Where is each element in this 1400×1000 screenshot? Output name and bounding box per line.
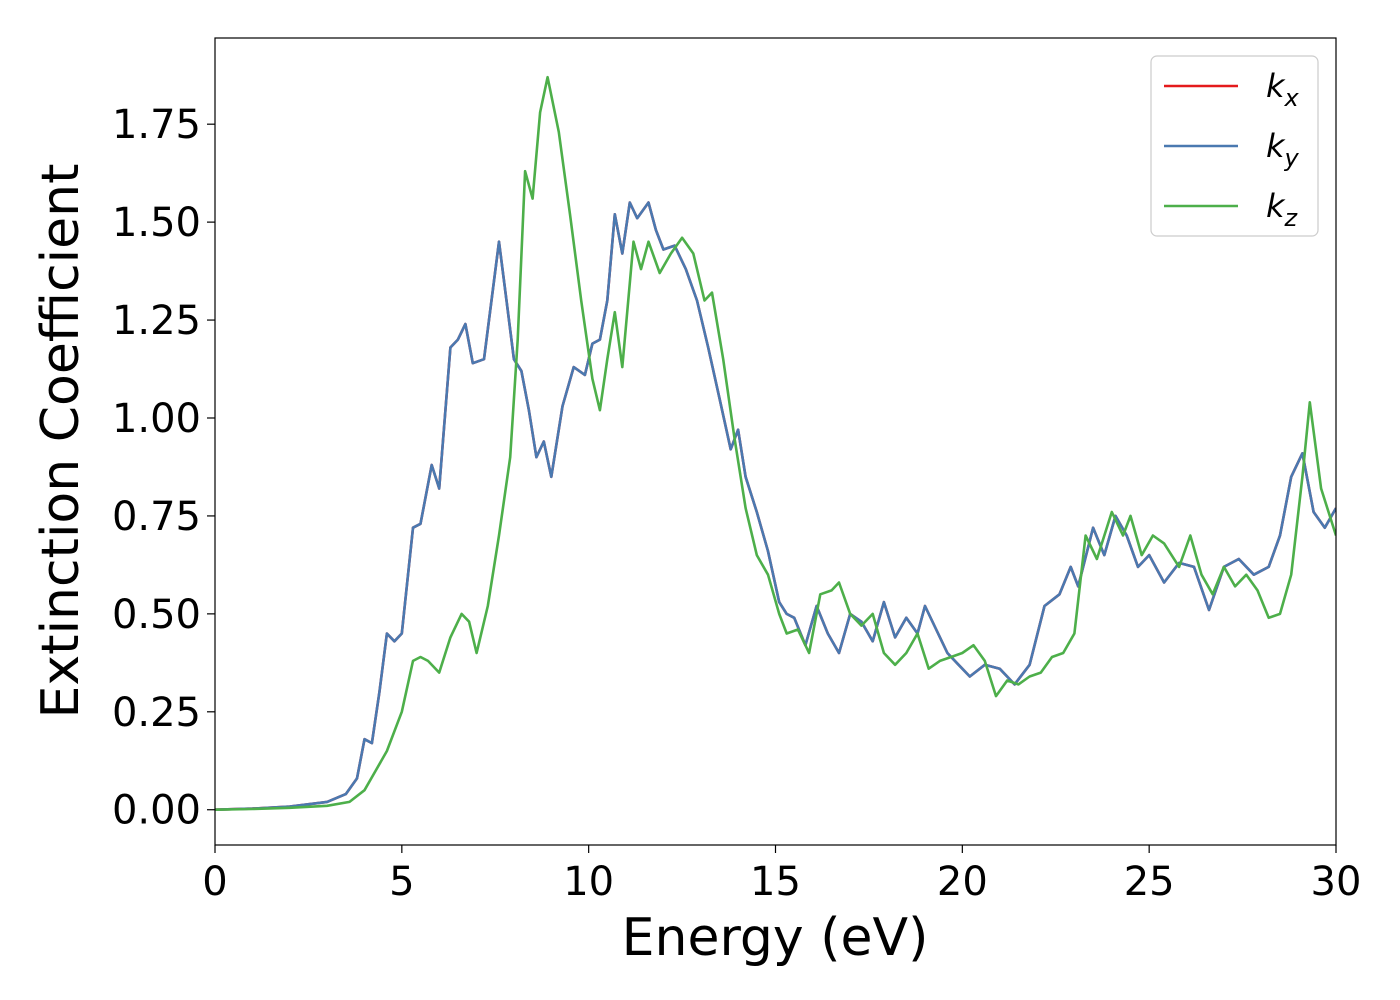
y-tick-label: 1.00	[112, 396, 201, 442]
x-axis-title: Energy (eV)	[622, 908, 929, 968]
legend-label-x: kx	[1266, 67, 1300, 112]
legend-label-z: kz	[1266, 187, 1299, 232]
y-tick-label: 1.50	[112, 200, 201, 246]
x-tick-label: 20	[937, 859, 988, 905]
legend-label-y: ky	[1266, 127, 1300, 172]
y-axis: 0.00 0.25 0.50 0.75 1.00 1.25 1.50 1.75	[112, 102, 215, 834]
series-line-y	[215, 201, 1336, 811]
y-tick-label: 0.75	[112, 494, 201, 540]
y-tick-label: 1.25	[112, 298, 201, 344]
x-tick-label: 10	[563, 859, 614, 905]
x-tick-label: 15	[750, 859, 801, 905]
y-tick-label: 0.00	[112, 788, 201, 834]
y-tick-label: 0.25	[112, 690, 201, 736]
y-axis-title: Extinction Coefficient	[31, 164, 91, 719]
legend: kx ky kz	[1150, 55, 1319, 237]
y-tick-label: 0.50	[112, 592, 201, 638]
series-line-z	[215, 75, 1336, 811]
y-tick-label: 1.75	[112, 102, 201, 148]
x-tick-label: 5	[389, 859, 414, 905]
x-tick-label: 25	[1124, 859, 1175, 905]
series-lines	[215, 75, 1336, 811]
x-axis: 0 5 10 15 20 25 30	[202, 845, 1361, 905]
x-tick-label: 0	[202, 859, 227, 905]
x-tick-label: 30	[1311, 859, 1362, 905]
